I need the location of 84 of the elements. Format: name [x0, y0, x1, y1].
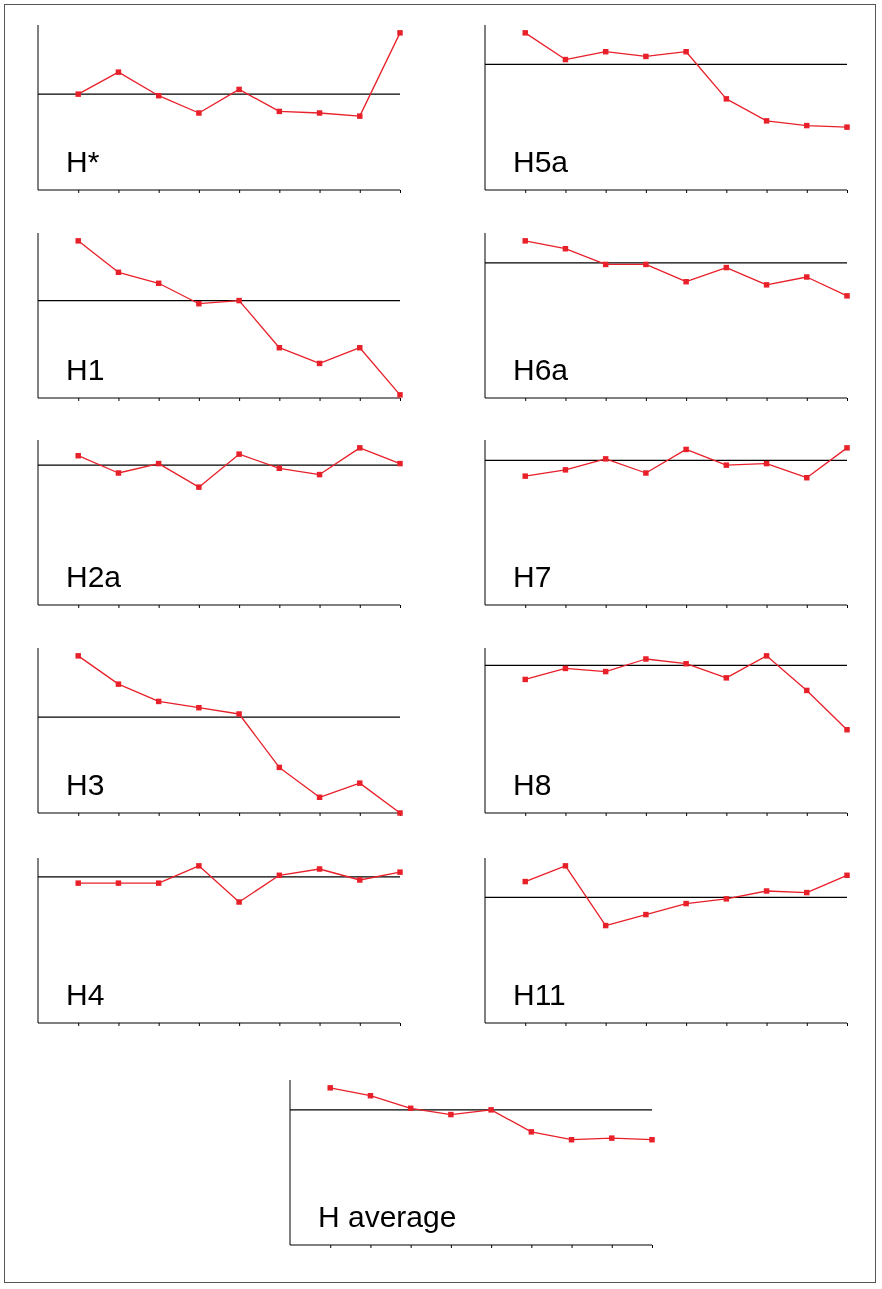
point	[562, 467, 569, 473]
point	[236, 711, 242, 717]
point	[397, 392, 403, 398]
point	[763, 653, 770, 659]
point	[115, 69, 122, 75]
point	[643, 911, 649, 918]
point	[763, 888, 770, 894]
text: H11	[513, 978, 566, 1011]
point	[316, 110, 323, 116]
point	[357, 445, 363, 451]
text: H4	[66, 978, 105, 1011]
point	[75, 880, 81, 886]
point	[683, 48, 689, 55]
point	[804, 687, 810, 694]
point	[397, 30, 403, 36]
text: H1	[66, 353, 105, 386]
point	[115, 880, 122, 886]
text: H2a	[66, 560, 122, 593]
text: H7	[513, 560, 552, 593]
point	[522, 473, 528, 479]
point	[75, 238, 81, 244]
point	[397, 869, 403, 875]
text: H5a	[513, 145, 569, 178]
point	[844, 124, 850, 130]
point	[357, 877, 363, 883]
point	[236, 297, 242, 304]
point	[643, 470, 649, 476]
point	[763, 118, 770, 124]
point	[528, 1129, 535, 1135]
point	[643, 53, 649, 60]
point	[609, 1135, 615, 1141]
text: H*	[66, 145, 100, 178]
point	[804, 122, 810, 129]
point	[649, 1136, 655, 1143]
point	[522, 30, 528, 36]
point	[683, 446, 689, 453]
point	[75, 91, 81, 97]
point	[844, 872, 850, 879]
point	[522, 676, 528, 683]
point	[236, 451, 242, 457]
point	[723, 675, 730, 681]
point	[397, 460, 403, 467]
point	[75, 653, 81, 659]
point	[844, 726, 850, 733]
point	[115, 681, 122, 687]
point	[683, 278, 689, 285]
point	[488, 1107, 494, 1113]
point	[683, 900, 689, 907]
point	[602, 456, 609, 462]
point	[357, 780, 363, 786]
point	[723, 896, 730, 902]
point	[723, 96, 730, 102]
text: H average	[318, 1200, 457, 1233]
point	[196, 484, 202, 490]
point	[522, 878, 528, 885]
point	[804, 889, 810, 896]
point	[75, 452, 81, 459]
point	[804, 274, 810, 280]
point	[522, 238, 528, 244]
point	[236, 899, 242, 905]
point	[448, 1111, 454, 1118]
point	[196, 110, 202, 116]
text: H6a	[513, 353, 569, 386]
point	[643, 261, 649, 268]
point	[763, 282, 770, 288]
point	[844, 445, 850, 451]
point	[562, 863, 569, 869]
point	[196, 863, 202, 869]
point	[236, 86, 242, 93]
point	[723, 462, 730, 468]
point	[643, 656, 649, 662]
text: H3	[66, 768, 105, 801]
text: H8	[513, 768, 552, 801]
point	[196, 300, 202, 307]
point	[155, 880, 162, 886]
point	[196, 704, 202, 711]
point	[357, 113, 363, 119]
point	[357, 344, 363, 351]
point	[683, 660, 689, 667]
point	[844, 293, 850, 299]
point	[327, 1085, 333, 1091]
point	[316, 866, 323, 872]
point	[804, 474, 810, 481]
point	[115, 470, 122, 476]
